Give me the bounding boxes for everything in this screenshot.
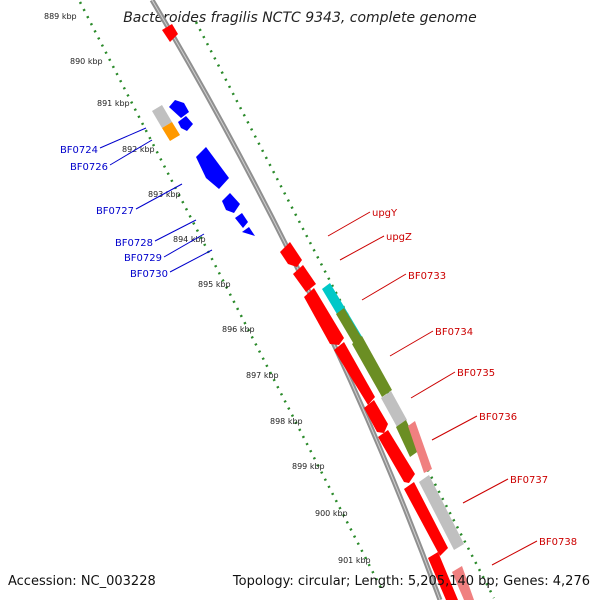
category-track — [322, 283, 474, 600]
gene-gray-reverse[interactable] — [152, 105, 172, 128]
gene-bf0727[interactable] — [196, 147, 229, 189]
forward-strand-genes — [280, 242, 458, 600]
category-gray-2 — [419, 475, 464, 550]
tick-label: 897 kbp — [246, 371, 279, 380]
tick-label: 899 kbp — [292, 462, 325, 471]
tick-label: 892 kbp — [122, 145, 155, 154]
tick-label: 895 kbp — [198, 280, 231, 289]
gene-bf0728[interactable] — [222, 193, 240, 213]
tick-label: 900 kbp — [315, 509, 348, 518]
gene-label[interactable]: BF0728 — [115, 238, 153, 249]
gene-label[interactable]: BF0734 — [435, 327, 473, 338]
gene-label[interactable]: BF0736 — [479, 412, 517, 423]
gene-upgz[interactable] — [293, 265, 316, 292]
map-title: Bacteroides fragilis NCTC 9343, complete… — [123, 10, 477, 26]
tick-label: 894 kbp — [173, 235, 206, 244]
tick-label: 898 kbp — [270, 417, 303, 426]
gene-bf0733[interactable] — [304, 288, 344, 345]
left-gene-labels: BF0724 BF0726 BF0727 BF0728 BF0729 BF073… — [60, 145, 168, 280]
gene-label[interactable]: upgZ — [386, 232, 412, 243]
gene-label[interactable]: BF0730 — [130, 269, 168, 280]
accession-info: Accession: NC_003228 — [8, 574, 156, 589]
tick-label: 896 kbp — [222, 325, 255, 334]
gene-bf0737[interactable] — [404, 482, 448, 556]
gene-bf0724[interactable] — [169, 100, 189, 118]
left-leader-lines — [99, 127, 213, 273]
tick-label: 901 kbp — [338, 556, 371, 565]
category-pink — [408, 421, 432, 473]
gene-label[interactable]: BF0724 — [60, 145, 98, 156]
gene-upgy[interactable] — [280, 242, 302, 267]
gene-orange-reverse[interactable] — [162, 122, 180, 141]
gene-label[interactable]: BF0738 — [539, 537, 577, 548]
gene-label[interactable]: BF0735 — [457, 368, 495, 379]
category-olive-3 — [396, 420, 420, 457]
tick-label: 889 kbp — [44, 12, 77, 21]
category-pink-bottom — [452, 566, 474, 600]
tick-label: 893 kbp — [148, 190, 181, 199]
gene-label[interactable]: BF0726 — [70, 162, 108, 173]
reverse-strand-genes — [152, 100, 255, 236]
gene-label[interactable]: BF0727 — [96, 206, 134, 217]
right-gene-labels: upgY upgZ BF0733 BF0734 BF0735 BF0736 BF… — [372, 208, 577, 548]
category-olive-2 — [352, 336, 392, 397]
genome-backbone — [149, 0, 443, 600]
gene-bf0735[interactable] — [364, 400, 388, 433]
gene-label[interactable]: BF0733 — [408, 271, 446, 282]
tick-label: 890 kbp — [70, 57, 103, 66]
category-gray-1 — [381, 391, 407, 427]
gene-label[interactable]: BF0737 — [510, 475, 548, 486]
gene-bf0726[interactable] — [178, 116, 193, 131]
gene-forward-top[interactable] — [162, 24, 178, 42]
gene-label[interactable]: BF0729 — [124, 253, 162, 264]
gene-bf0730[interactable] — [242, 227, 255, 236]
gene-label[interactable]: upgY — [372, 208, 398, 219]
topology-info: Topology: circular; Length: 5,205,140 bp… — [232, 574, 590, 589]
gene-bf0738[interactable] — [428, 552, 458, 600]
gene-bf0734[interactable] — [334, 342, 375, 405]
scale-labels: 889 kbp 890 kbp 891 kbp 892 kbp 893 kbp … — [44, 12, 371, 565]
tick-label: 891 kbp — [97, 99, 130, 108]
right-leader-lines — [327, 211, 538, 566]
gene-bf0729[interactable] — [235, 213, 248, 228]
gene-bf0736[interactable] — [378, 430, 415, 483]
